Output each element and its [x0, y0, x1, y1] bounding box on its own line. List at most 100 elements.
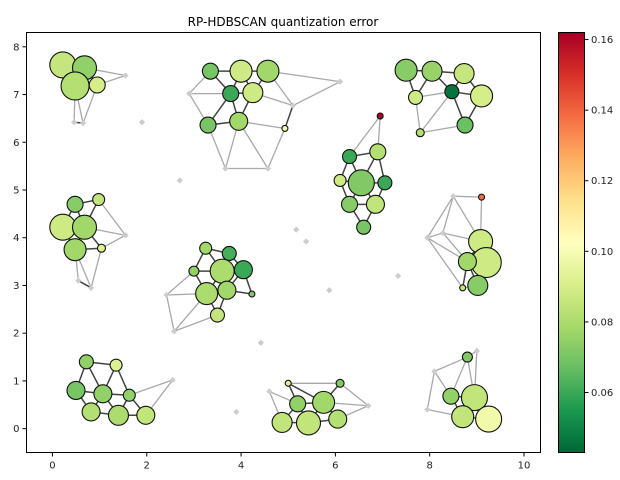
cluster-node — [63, 238, 87, 262]
colorbar-tick-label: 0.06 — [591, 388, 613, 399]
noise-point — [233, 408, 240, 416]
noise-point — [303, 238, 310, 245]
y-tick-label: 7 — [13, 90, 19, 101]
cluster-node — [467, 274, 489, 297]
cluster-node — [376, 112, 384, 120]
x-tick-label: 2 — [144, 461, 150, 472]
edge — [98, 199, 127, 236]
junction-point — [266, 388, 273, 395]
edge — [442, 196, 454, 234]
edge — [434, 356, 468, 372]
edge — [90, 248, 103, 289]
junction-point — [424, 406, 431, 413]
cluster-node — [281, 124, 289, 132]
chart-title: RP-HDBSCAN quantization error — [188, 15, 379, 29]
noise-point — [394, 272, 402, 280]
cluster-node — [256, 59, 280, 83]
y-tick-label: 6 — [13, 138, 19, 149]
cluster-node — [475, 405, 503, 433]
cluster-node — [248, 290, 256, 298]
junction-point — [450, 193, 457, 200]
edge — [339, 382, 369, 407]
cluster-node — [229, 59, 253, 83]
cluster-node — [328, 409, 348, 429]
cluster-node — [421, 60, 443, 82]
y-tick-label: 5 — [13, 186, 19, 197]
edge — [292, 81, 341, 107]
noise-point — [138, 119, 146, 126]
junction-point — [424, 234, 431, 241]
cluster-node — [457, 252, 477, 272]
cluster-node — [136, 405, 156, 425]
edge — [173, 314, 218, 332]
cluster-node — [341, 149, 358, 165]
cluster-node — [60, 71, 90, 101]
noise-point — [293, 226, 300, 233]
edge — [426, 195, 454, 239]
cluster-node — [93, 384, 113, 404]
cluster-node — [312, 390, 336, 414]
edge — [267, 70, 341, 83]
junction-point — [365, 402, 372, 409]
cluster-node — [470, 84, 494, 108]
cluster-node — [109, 358, 123, 372]
cluster-node — [335, 378, 345, 388]
cluster-node — [369, 143, 387, 161]
junction-point — [87, 284, 95, 291]
junction-point — [122, 72, 129, 79]
edge — [267, 128, 286, 169]
cluster-node — [92, 192, 106, 207]
cluster-node — [78, 354, 94, 370]
cluster-node — [242, 82, 264, 104]
junction-point — [122, 232, 129, 239]
y-axis: 0 1 2 3 4 5 6 7 8 — [13, 42, 27, 435]
cluster-node — [71, 214, 98, 240]
cluster-node — [456, 116, 474, 134]
colorbar-tick-label: 0.10 — [591, 247, 613, 258]
x-tick-label: 8 — [426, 461, 432, 472]
cluster-node — [107, 404, 130, 426]
y-tick-label: 1 — [13, 376, 19, 387]
cluster-node — [96, 243, 107, 253]
edge — [284, 105, 294, 129]
edge — [129, 379, 173, 396]
cluster-node — [271, 411, 293, 433]
cluster-node — [459, 284, 467, 292]
cluster-node — [340, 195, 359, 213]
cluster-node — [394, 58, 418, 82]
cluster-node — [451, 405, 475, 429]
cluster-node — [199, 116, 217, 134]
plot-area — [49, 51, 503, 436]
junction-point — [222, 165, 229, 172]
colorbar-tick-label: 0.14 — [591, 106, 613, 117]
colorbar-tick-label: 0.16 — [591, 35, 613, 46]
colorbar-tick-label: 0.08 — [591, 317, 613, 328]
junction-point — [264, 165, 272, 172]
y-tick-label: 0 — [13, 424, 19, 435]
cluster-node — [221, 245, 237, 262]
edge — [426, 237, 464, 289]
edge — [453, 195, 482, 198]
cluster-node — [217, 280, 237, 300]
cluster-node — [356, 219, 372, 235]
x-tick-label: 0 — [49, 461, 55, 472]
cluster-node — [460, 384, 489, 412]
cluster-node — [478, 193, 486, 201]
cluster-node — [209, 258, 235, 284]
junction-point — [473, 347, 480, 354]
x-tick-label: 10 — [518, 461, 531, 472]
cluster-node — [229, 111, 249, 131]
y-tick-label: 3 — [13, 281, 19, 292]
colorbar — [558, 32, 585, 453]
cluster-node — [289, 395, 307, 413]
cluster-node — [81, 402, 101, 422]
cluster-node — [444, 84, 460, 100]
cluster-node — [122, 388, 136, 402]
cluster-node — [377, 175, 393, 191]
cluster-node — [295, 410, 322, 436]
cluster-node — [195, 282, 219, 306]
cluster-node — [188, 265, 200, 277]
colorbar-tick-label: 0.12 — [591, 176, 613, 187]
cluster-node — [199, 241, 213, 255]
